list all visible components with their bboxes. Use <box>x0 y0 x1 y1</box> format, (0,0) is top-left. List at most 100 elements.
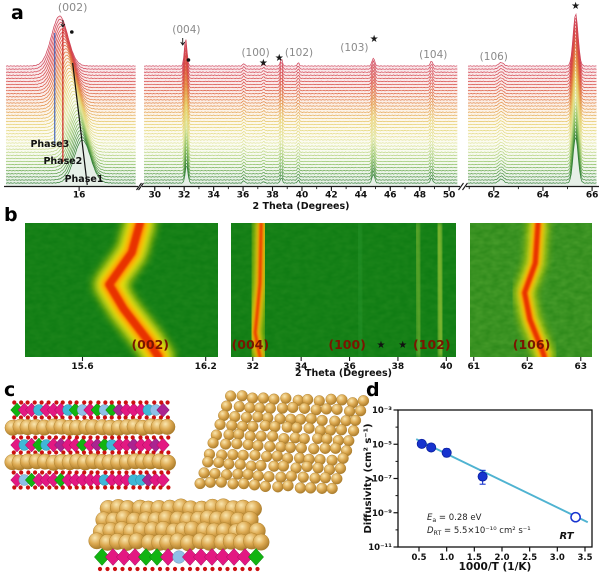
oxygen-atom <box>88 400 93 405</box>
oxygen-atom <box>116 435 122 440</box>
xrd-trace <box>143 122 458 144</box>
oxygen-atom <box>54 470 59 475</box>
contour-streaks <box>515 223 554 357</box>
star-marker-icon: ★ <box>259 58 268 69</box>
oxygen-atom <box>103 485 108 490</box>
octahedron-atom <box>138 548 154 566</box>
oxygen-atom <box>97 566 103 572</box>
gold-atom <box>337 452 349 464</box>
axis-break-mark <box>462 182 468 191</box>
xrd-trace <box>5 133 136 178</box>
xrd-trace <box>143 132 458 153</box>
oxygen-atom <box>110 450 115 455</box>
oxygen-atom <box>137 485 142 490</box>
oxygen-atom <box>158 485 163 490</box>
oxygen-atom <box>123 415 128 420</box>
xrd-trace <box>5 48 136 98</box>
gold-atom <box>236 390 248 402</box>
xrd-trace <box>467 33 597 86</box>
oxygen-atom <box>166 435 171 440</box>
tick-label: 46 <box>384 191 397 201</box>
gold-atom <box>257 392 269 404</box>
star-marker-icon: ★ <box>398 340 407 351</box>
gold-atom <box>255 430 267 442</box>
xrd-trace-fill <box>144 88 458 116</box>
xrd-trace <box>6 126 136 172</box>
octahedron-atom <box>248 548 264 566</box>
xrd-trace <box>143 105 458 129</box>
oxygen-atom <box>18 450 23 455</box>
gold-atom <box>202 456 214 468</box>
oxygen-atom <box>67 435 72 440</box>
tick-label: 48 <box>413 191 426 201</box>
oxygen-atom <box>187 566 193 572</box>
oxygen-atom <box>89 470 94 475</box>
contour-label: (002) <box>131 337 169 352</box>
gold-atom <box>284 441 297 454</box>
oxygen-atom <box>232 566 238 572</box>
xrd-trace <box>467 113 597 163</box>
xrd-trace <box>467 42 597 95</box>
gold-atom <box>259 480 271 493</box>
xrd-trace-fill <box>144 95 458 122</box>
tick-label: 63 <box>574 362 587 372</box>
xrd-trace <box>143 162 458 181</box>
tick-label: 62 <box>521 362 534 372</box>
oxygen-atom <box>95 450 101 455</box>
oxygen-atom <box>144 400 149 405</box>
gold-atom <box>261 450 273 463</box>
star-marker-icon: ★ <box>370 34 379 45</box>
xrd-trace-fill <box>144 92 458 119</box>
data-point <box>477 471 488 482</box>
gold-atom <box>343 435 355 447</box>
oxygen-atom <box>12 415 17 420</box>
xrd-trace <box>143 92 458 117</box>
xrd-trace <box>5 119 136 166</box>
oxygen-atom <box>144 415 149 420</box>
xrd-trace-fill <box>144 132 458 156</box>
xrd-trace <box>467 88 597 138</box>
oxygen-atom <box>18 435 24 440</box>
octahedron-atom <box>204 548 220 566</box>
gold-atom <box>159 418 176 435</box>
contour-streaks <box>94 223 174 357</box>
gold-atom <box>204 476 216 488</box>
oxygen-atom <box>60 415 65 420</box>
x-axis-title: 2 Theta (Degrees) <box>253 201 350 212</box>
xrd-trace <box>5 136 136 181</box>
panel-label-a: a <box>11 2 24 24</box>
oxygen-atom <box>116 485 121 490</box>
xrd-trace <box>5 93 136 141</box>
oxygen-atom <box>131 485 136 490</box>
xrd-trace <box>5 51 136 101</box>
open-data-point <box>570 511 581 523</box>
xrd-trace <box>467 81 597 132</box>
tick-label: 34 <box>295 362 308 372</box>
oxygen-atom <box>12 400 17 405</box>
xrd-waterfall-high-angle: 62 64 66 (106) ★ <box>462 1 599 201</box>
gold-atom <box>214 418 226 431</box>
xrd-trace-fill <box>144 62 458 92</box>
faint-streak <box>415 223 421 357</box>
gold-atom <box>276 402 289 414</box>
xrd-trace <box>467 45 597 98</box>
contour-map-004-102: (004) (100) (102) ★ ★ 32 34 36 38 40 2 Theta (Degr… <box>231 223 456 379</box>
gold-atom <box>259 420 271 432</box>
crystal-structures <box>4 390 370 572</box>
octahedron-atom <box>156 437 170 453</box>
oxygen-atom <box>74 485 79 490</box>
gold-atom <box>223 458 235 470</box>
xrd-trace <box>143 155 458 175</box>
oxygen-atom <box>159 400 164 405</box>
xrd-trace-fill <box>144 135 458 159</box>
xrd-trace <box>143 128 458 150</box>
y-tick-label: 10⁻¹¹ <box>368 543 392 553</box>
oxygen-atom <box>103 400 108 405</box>
xrd-trace <box>143 46 458 73</box>
gold-atom <box>336 394 348 406</box>
xrd-trace <box>5 84 136 132</box>
oxygen-atom <box>53 415 58 420</box>
rt-label: RT <box>560 531 575 542</box>
peak-label: (106) <box>480 51 508 63</box>
xrd-trace-fill <box>144 46 458 76</box>
